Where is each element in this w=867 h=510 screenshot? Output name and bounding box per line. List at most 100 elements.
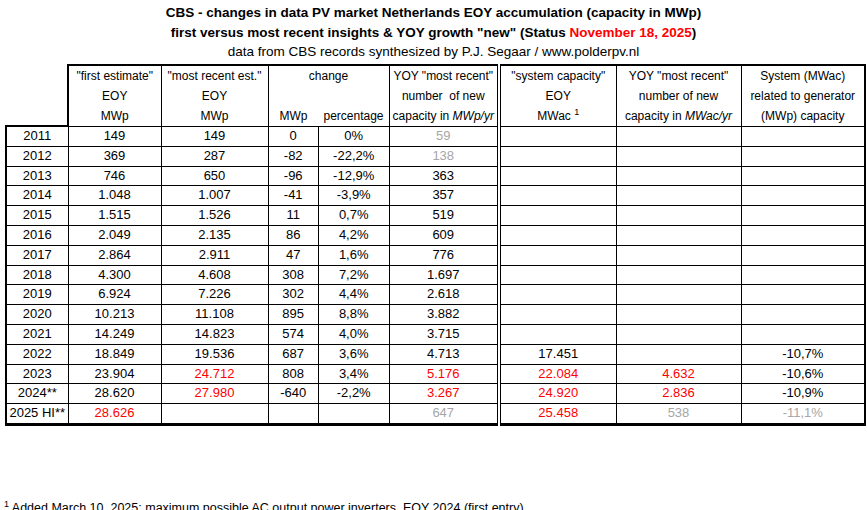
data-cell: -12,9% [318, 166, 389, 186]
data-cell [616, 146, 741, 166]
header-line: MWppercentage [269, 106, 389, 126]
header-text: MWac [537, 109, 574, 123]
data-cell: 19.536 [161, 344, 268, 364]
data-cell: 308 [268, 265, 318, 285]
data-cell: 27.980 [161, 384, 268, 404]
data-cell: 14.823 [161, 324, 268, 344]
data-cell: 86 [268, 225, 318, 245]
header-line: change [269, 66, 389, 86]
data-cell [499, 305, 616, 325]
header-line: EOY [69, 86, 161, 106]
header-line: (MWp) capacity [742, 106, 865, 126]
data-cell: 609 [389, 225, 499, 245]
data-cell: 4.300 [68, 265, 161, 285]
header-line [269, 86, 389, 106]
year-cell: 2017 [6, 245, 68, 265]
header-text: capacity in [393, 109, 453, 123]
data-cell [616, 245, 741, 265]
header-line: MWp [69, 106, 161, 126]
data-cell: -11,1% [741, 404, 865, 425]
data-cell: 18.849 [68, 344, 161, 364]
page-title: CBS - changes in data PV market Netherla… [0, 3, 867, 23]
data-cell [616, 305, 741, 325]
table-row: 202114.24914.8235744,0%3.715 [6, 324, 865, 344]
col-header-yoy-mwp: YOY "most recent" number of new capacity… [389, 65, 499, 127]
table-row: 2012369287-82-22,2%138 [6, 146, 865, 166]
header-line: EOY [162, 86, 268, 106]
data-cell: 28.620 [68, 384, 161, 404]
change-sub-percentage: percentage [319, 106, 389, 126]
data-cell: 2.836 [616, 384, 741, 404]
year-cell: 2020 [6, 305, 68, 325]
data-cell: 7,2% [318, 265, 389, 285]
data-cell: 746 [68, 166, 161, 186]
data-cell: 776 [389, 245, 499, 265]
data-cell: 28.626 [68, 404, 161, 425]
data-cell: 7.226 [161, 285, 268, 305]
year-cell: 2016 [6, 225, 68, 245]
data-cell: 4,2% [318, 225, 389, 245]
year-cell: 2024** [6, 384, 68, 404]
data-cell: 6.924 [68, 285, 161, 305]
header-unit-italic: MWp/yr [453, 109, 494, 123]
data-cell [616, 285, 741, 305]
table-row: 20196.9247.2263024,4%2.618 [6, 285, 865, 305]
year-cell: 2019 [6, 285, 68, 305]
data-cell [741, 245, 865, 265]
data-cell [616, 166, 741, 186]
col-header-system-ratio: System (MWac) related to generator (MWp)… [741, 65, 865, 127]
data-cell [741, 225, 865, 245]
data-cell: 2.135 [161, 225, 268, 245]
data-cell: 138 [389, 146, 499, 166]
year-cell: 2025 HI** [6, 404, 68, 425]
data-cell: 24.920 [499, 384, 616, 404]
year-cell: 2022 [6, 344, 68, 364]
status-date: November 18, 2025 [569, 25, 691, 40]
data-cell [741, 324, 865, 344]
data-cell: 149 [161, 126, 268, 146]
data-cell: 519 [389, 206, 499, 226]
header-line: System (MWac) [742, 66, 865, 86]
data-cell [499, 265, 616, 285]
data-cell: 10.213 [68, 305, 161, 325]
year-cell: 2015 [6, 206, 68, 226]
table-row: 202218.84919.5366873,6%4.71317.451-10,7% [6, 344, 865, 364]
data-cell [741, 166, 865, 186]
table-row: 20172.8642.911471,6%776 [6, 245, 865, 265]
pv-data-table: "first estimate" EOY MWp "most recent es… [5, 64, 866, 426]
data-cell: 2.911 [161, 245, 268, 265]
col-header-first-estimate: "first estimate" EOY MWp [68, 65, 161, 127]
year-cell: 2021 [6, 324, 68, 344]
data-cell [499, 186, 616, 206]
data-cell: 3.267 [389, 384, 499, 404]
header-line: capacity in MWac/yr [617, 106, 741, 126]
table-row: 202010.21311.1088958,8%3.882 [6, 305, 865, 325]
data-cell: 357 [389, 186, 499, 206]
data-cell: 2.864 [68, 245, 161, 265]
data-cell [741, 146, 865, 166]
data-cell [741, 305, 865, 325]
footnotes: 1 Added March 10, 2025: maximum possible… [4, 452, 867, 510]
data-cell: 4,4% [318, 285, 389, 305]
data-cell: 3.882 [389, 305, 499, 325]
header-line: number of new [390, 86, 498, 106]
year-cell: 2018 [6, 265, 68, 285]
data-cell: 0 [268, 126, 318, 146]
data-cell: -96 [268, 166, 318, 186]
data-cell: 369 [68, 146, 161, 166]
data-cell: 574 [268, 324, 318, 344]
header-row: "first estimate" EOY MWp "most recent es… [6, 65, 865, 127]
year-cell: 2023 [6, 364, 68, 384]
table-row: 202323.90424.7128083,4%5.17622.0844.632-… [6, 364, 865, 384]
data-cell: 4.608 [161, 265, 268, 285]
data-cell: 363 [389, 166, 499, 186]
data-cell: 0% [318, 126, 389, 146]
data-cell: 1,6% [318, 245, 389, 265]
data-cell: 5.176 [389, 364, 499, 384]
data-cell: 11.108 [161, 305, 268, 325]
data-cell [616, 126, 741, 146]
table-row: 2013746650-96-12,9%363 [6, 166, 865, 186]
col-header-change: change MWppercentage [268, 65, 389, 127]
data-cell [741, 206, 865, 226]
data-cell: 0,7% [318, 206, 389, 226]
